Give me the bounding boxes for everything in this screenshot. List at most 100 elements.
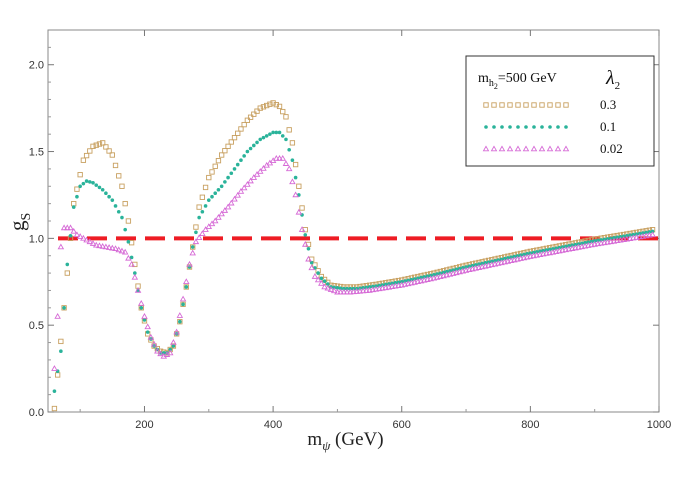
y-tick-label: 1.0: [29, 233, 44, 245]
triangle-marker: [83, 236, 90, 243]
triangle-marker: [330, 287, 338, 294]
star-marker: [309, 260, 314, 265]
y-tick-label: 0.0: [29, 407, 44, 419]
star-marker: [178, 319, 182, 324]
square-marker: [280, 108, 286, 115]
star-marker: [277, 130, 282, 135]
legend-entries: 0.3 0.1 0.02: [482, 97, 623, 156]
triangle-marker: [218, 210, 225, 217]
square-marker: [270, 100, 276, 106]
square-marker: [190, 244, 196, 250]
legend-marker: [483, 102, 489, 108]
square-marker: [286, 127, 292, 133]
star-marker: [116, 209, 121, 214]
triangle-marker: [234, 191, 242, 198]
square-marker: [292, 161, 299, 168]
star-marker: [325, 282, 330, 286]
square-marker: [257, 105, 263, 111]
triangle-marker: [353, 288, 360, 294]
star-marker: [213, 191, 218, 196]
legend-marker: [538, 145, 546, 152]
triangle-marker: [247, 177, 254, 184]
square-marker: [125, 218, 132, 224]
square-marker: [103, 144, 109, 150]
square-marker: [196, 204, 202, 210]
square-marker: [112, 162, 119, 169]
legend-marker: [531, 102, 537, 108]
triangle-marker: [166, 349, 174, 356]
legend: mh2=500 GeV λ2 0.3 0.1 0.02: [465, 55, 655, 167]
star-marker: [274, 130, 279, 135]
square-marker: [170, 343, 177, 349]
triangle-marker: [64, 224, 71, 231]
square-marker: [276, 103, 283, 110]
legend-marker: [556, 125, 560, 129]
triangle-marker: [67, 224, 74, 231]
triangle-marker: [256, 168, 264, 174]
triangle-marker: [649, 231, 656, 238]
square-marker: [235, 130, 241, 136]
square-marker: [80, 157, 87, 163]
x-tick-label: 400: [264, 419, 282, 431]
legend-marker: [562, 145, 570, 152]
square-marker: [100, 140, 106, 146]
triangle-marker: [314, 276, 322, 283]
square-marker: [77, 172, 83, 178]
legend-marker: [546, 145, 554, 152]
triangle-marker: [337, 288, 344, 295]
series-layer: [51, 100, 656, 412]
legend-marker: [514, 145, 522, 152]
star-marker: [239, 158, 243, 163]
star-marker: [280, 134, 285, 138]
triangle-marker: [60, 224, 68, 231]
triangle-marker: [121, 248, 129, 255]
legend-entry-label: 0.02: [600, 141, 623, 156]
legend-marker: [564, 125, 568, 129]
triangle-marker: [350, 288, 357, 295]
series-0.02: [51, 154, 656, 371]
star-marker: [145, 330, 150, 334]
triangle-marker: [195, 234, 203, 241]
square-marker: [228, 139, 234, 145]
square-marker: [238, 126, 244, 132]
triangle-marker: [128, 260, 135, 267]
star-marker: [223, 180, 227, 184]
star-marker: [255, 140, 259, 145]
square-marker: [177, 319, 183, 325]
star-marker: [68, 233, 73, 238]
triangle-marker: [292, 191, 299, 198]
square-marker: [116, 173, 122, 179]
triangle-marker: [57, 243, 65, 250]
square-marker: [247, 114, 254, 120]
triangle-marker: [92, 241, 100, 248]
star-marker: [226, 175, 230, 180]
star-marker: [303, 233, 308, 237]
star-marker: [110, 198, 115, 202]
legend-marker: [516, 125, 520, 129]
triangle-marker: [105, 244, 113, 250]
triangle-marker: [109, 244, 116, 251]
square-marker: [64, 270, 70, 276]
triangle-marker: [118, 247, 126, 254]
triangle-marker: [321, 283, 328, 290]
triangle-marker: [340, 288, 348, 295]
square-marker: [51, 405, 58, 412]
legend-marker: [554, 145, 562, 152]
triangle-marker: [273, 154, 280, 161]
star-marker: [52, 389, 57, 393]
triangle-marker: [308, 264, 315, 271]
triangle-marker: [96, 242, 103, 249]
star-marker: [203, 204, 208, 208]
legend-marker: [532, 125, 536, 129]
triangle-marker: [205, 223, 213, 230]
triangle-marker: [285, 165, 293, 172]
triangle-marker: [86, 238, 94, 245]
triangle-marker: [173, 328, 180, 335]
star-marker: [235, 162, 240, 167]
square-marker: [241, 121, 247, 128]
star-marker: [88, 180, 92, 184]
star-marker: [248, 146, 253, 151]
triangle-marker: [359, 287, 367, 294]
legend-marker: [482, 145, 490, 152]
